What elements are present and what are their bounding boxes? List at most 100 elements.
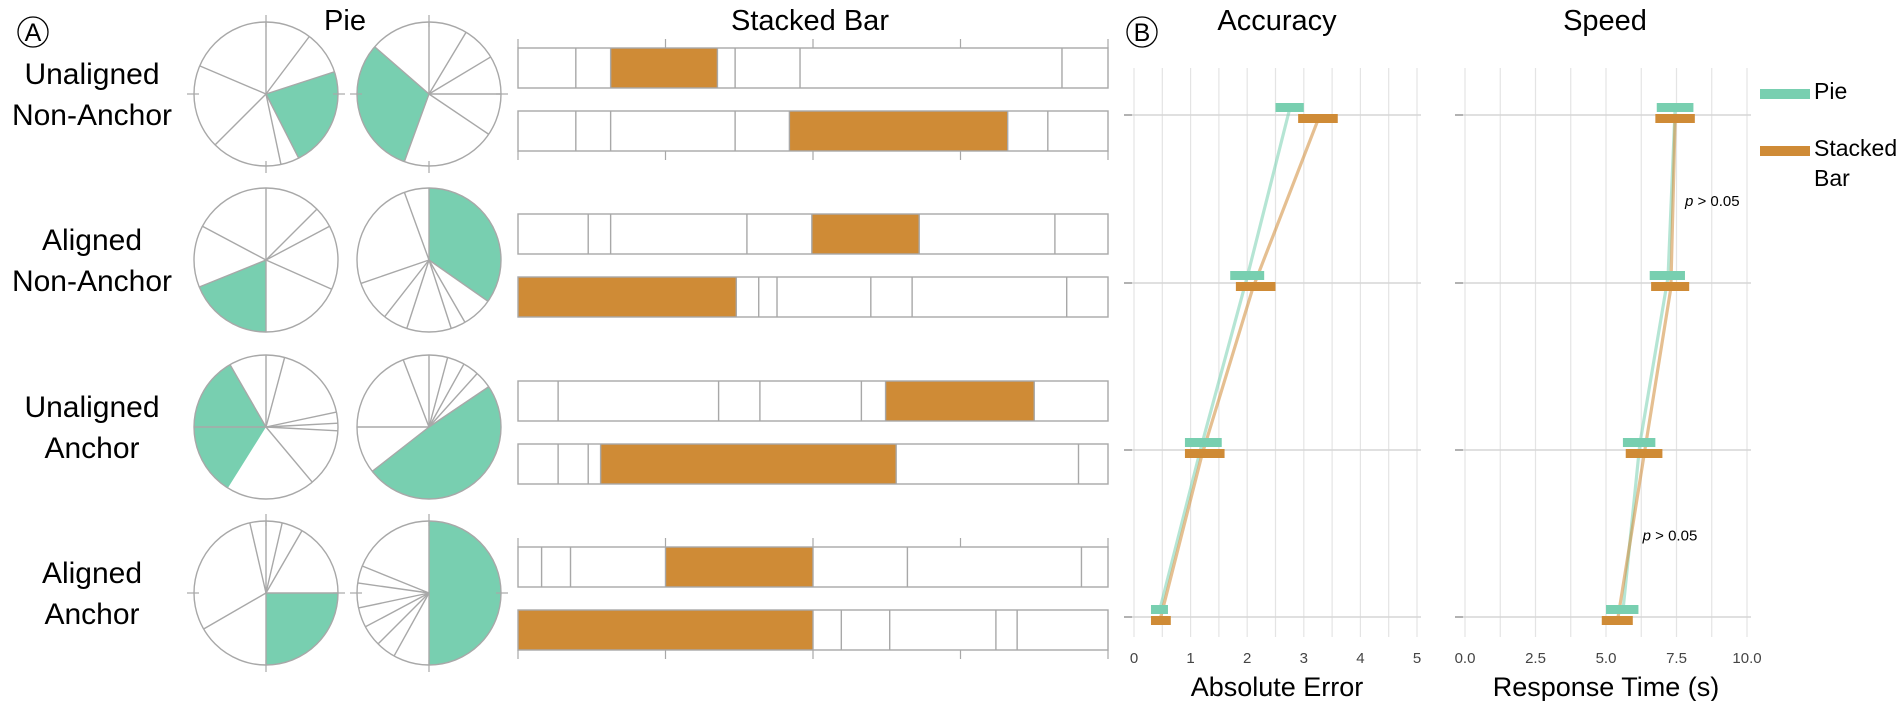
condition-label-line: Unaligned (24, 391, 159, 424)
condition-row: Unaligned Anchor (24, 354, 1109, 500)
pie-slice-boundary (402, 359, 430, 428)
bar-outline (517, 380, 1109, 422)
x-tick-label: 3 (1300, 650, 1308, 667)
speed-chart: 0.0 2.5 5.0 7.5 10.0p > 0.05p > 0.05 (1455, 68, 1762, 667)
bar-segment-highlight (610, 48, 718, 88)
bar-segment-highlight (518, 610, 813, 650)
condition-label-line: Anchor (44, 432, 139, 465)
pie-slice-boundary (428, 259, 489, 302)
confidence-interval-bar (1184, 438, 1222, 447)
confidence-interval-bar (1275, 103, 1304, 112)
pie-slice-boundary (371, 426, 430, 472)
legend-label: Pie (1814, 78, 1847, 104)
annotation-value: > 0.05 (1651, 528, 1697, 545)
x-tick-label: 5 (1413, 650, 1421, 667)
pie-slice-boundary (265, 259, 333, 290)
legend-swatch (1760, 146, 1810, 156)
confidence-interval-bar (1655, 114, 1695, 123)
pie-slice-boundary (265, 522, 283, 594)
pie-slice-boundary (377, 592, 430, 645)
bar-outline (517, 276, 1109, 318)
pie-chart (193, 354, 339, 500)
x-tick-label: 2 (1243, 650, 1251, 667)
pie-slice-boundary (265, 530, 303, 594)
speed-title: Speed (1563, 5, 1647, 37)
pie-slice-highlight (429, 521, 501, 665)
pie-slice-boundary (229, 364, 267, 428)
significance-annotation: p > 0.05 (1684, 193, 1740, 210)
x-tick-label: 5.0 (1596, 650, 1617, 667)
confidence-interval-bar (1184, 449, 1225, 458)
pie-slice-boundary (428, 259, 452, 329)
pie-slice-boundary (428, 259, 466, 323)
bar-segment-highlight (665, 547, 813, 587)
annotation-p: p (1684, 193, 1693, 210)
legend-label-line: Pie (1814, 78, 1847, 104)
stacked-bar-pair (517, 39, 1109, 160)
annotation-p: p (1642, 528, 1651, 545)
series-line (1157, 119, 1320, 623)
pie-slice-boundary (361, 565, 430, 594)
panel-b-header: B Accuracy Speed (1126, 5, 1647, 48)
stacked-bar-pair (517, 380, 1109, 485)
condition-label-line: Non-Anchor (12, 99, 172, 132)
confidence-interval-bar (1625, 449, 1663, 458)
confidence-interval-bar (1649, 271, 1685, 280)
pie-slice-boundary (360, 259, 430, 285)
x-tick-label: 4 (1356, 650, 1364, 667)
pie-slice-boundary (265, 426, 338, 432)
pie-slice-boundary (406, 259, 430, 329)
speed-x-axis-label: Response Time (s) (1493, 672, 1720, 701)
pie-slice-boundary (198, 259, 267, 288)
confidence-interval-bar (1601, 616, 1633, 625)
panel-b-badge (1126, 16, 1158, 48)
confidence-interval-bar (1651, 282, 1690, 291)
pie-slice-boundary (358, 592, 430, 609)
confidence-interval-bar (1298, 114, 1338, 123)
pie-slice-boundary (214, 93, 267, 146)
bar-outline (517, 47, 1109, 89)
pie-slice-boundary (265, 422, 338, 428)
x-tick-label: 2.5 (1525, 650, 1546, 667)
condition-label: Aligned Non-Anchor (12, 224, 172, 298)
pie-slice-boundary (265, 208, 318, 261)
series-line (1615, 119, 1677, 623)
pie-slice-boundary (428, 93, 490, 135)
pie-slice-highlight (357, 46, 429, 162)
legend-swatch (1760, 89, 1810, 99)
pie-slice-boundary (428, 56, 492, 95)
bar-segment-highlight (518, 277, 737, 317)
x-tick-label: 7.5 (1666, 650, 1687, 667)
pie-slice-highlight (199, 260, 266, 332)
confidence-interval-bar (1230, 271, 1265, 280)
bar-segment-highlight (600, 444, 897, 484)
condition-row: Unaligned Non-Anchor (12, 15, 1109, 173)
pie-slice-boundary (265, 411, 337, 428)
pie-chart (350, 15, 508, 173)
pie-slice-boundary (403, 192, 430, 261)
bar-segment-highlight (811, 214, 920, 254)
series-line (1157, 108, 1292, 612)
pie-slice-boundary (403, 93, 430, 162)
condition-label-line: Unaligned (24, 58, 159, 91)
pie-slice-boundary (202, 225, 267, 261)
pie-slice-boundary (428, 386, 490, 428)
condition-label: Aligned Anchor (42, 557, 142, 631)
pie-slice-boundary (265, 93, 282, 165)
confidence-interval-bar (1622, 438, 1656, 447)
annotation-value: > 0.05 (1693, 193, 1739, 210)
x-tick-label: 10.0 (1732, 650, 1761, 667)
pie-slice-highlight (266, 71, 338, 159)
confidence-interval-bar (1656, 103, 1694, 112)
condition-row: Aligned Anchor (42, 514, 1109, 672)
pie-slice-boundary (265, 36, 310, 95)
pie-slice-boundary (428, 31, 467, 95)
confidence-interval-bar (1150, 605, 1168, 614)
condition-row: Aligned Non-Anchor (12, 187, 1109, 333)
pie-chart (356, 354, 502, 500)
confidence-interval-bar (1606, 605, 1639, 614)
condition-label-line: Non-Anchor (12, 265, 172, 298)
condition-label: Unaligned Anchor (24, 391, 159, 465)
